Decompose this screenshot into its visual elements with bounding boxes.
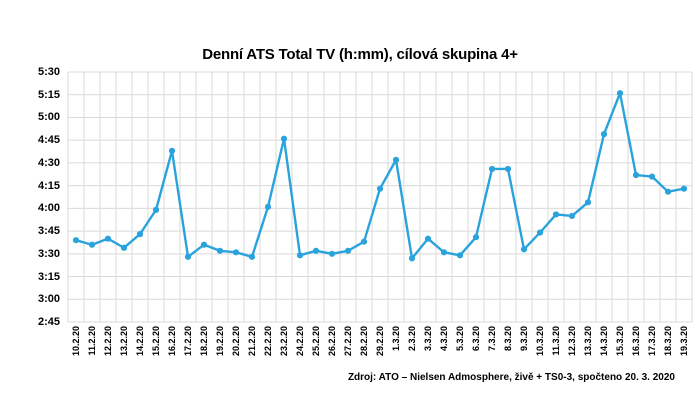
data-point-marker xyxy=(152,206,160,213)
data-point-marker xyxy=(328,250,336,257)
x-axis-tick-label: 11.2.20 xyxy=(87,326,97,356)
data-point-marker xyxy=(216,247,224,254)
x-axis-tick-label: 10.2.20 xyxy=(71,326,81,357)
x-axis-tick-label: 8.3.20 xyxy=(503,326,513,352)
y-axis-tick-label: 3:30 xyxy=(37,247,60,260)
data-point-marker xyxy=(136,231,144,238)
data-point-marker xyxy=(408,255,416,262)
data-point-marker xyxy=(392,156,400,163)
x-axis-tick-label: 14.3.20 xyxy=(599,326,609,357)
x-axis-tick-label: 14.2.20 xyxy=(135,326,145,357)
x-axis-tick-label: 17.3.20 xyxy=(647,326,657,357)
x-axis-tick-label: 20.2.20 xyxy=(231,326,241,357)
x-axis-tick-label: 24.2.20 xyxy=(295,326,305,357)
x-axis-tick-label: 12.3.20 xyxy=(567,326,577,357)
x-axis-tick-label: 1.3.20 xyxy=(391,326,401,352)
x-axis-tick-label: 18.3.20 xyxy=(663,326,673,357)
data-point-marker xyxy=(168,147,176,154)
x-axis-tick-label: 18.2.20 xyxy=(199,326,209,357)
x-axis-tick-label: 4.3.20 xyxy=(439,326,449,352)
y-axis-tick-label: 4:45 xyxy=(37,134,60,147)
x-axis-tick-label: 5.3.20 xyxy=(455,326,465,352)
data-point-marker xyxy=(584,199,592,206)
data-point-marker xyxy=(536,229,544,236)
chart-title: Denní ATS Total TV (h:mm), cílová skupin… xyxy=(202,46,518,63)
data-point-marker xyxy=(264,203,272,210)
y-axis-tick-label: 5:15 xyxy=(37,88,60,101)
y-axis-tick-label: 3:15 xyxy=(37,270,60,283)
data-point-marker xyxy=(376,185,384,192)
y-axis-tick-label: 5:30 xyxy=(37,66,60,78)
x-axis-tick-label: 13.2.20 xyxy=(119,326,129,357)
data-point-marker xyxy=(568,212,576,220)
x-axis-tick-label: 21.2.20 xyxy=(247,326,257,357)
x-axis-tick-label: 29.2.20 xyxy=(375,326,385,357)
data-point-marker xyxy=(552,211,560,218)
data-point-marker xyxy=(504,165,512,173)
x-axis-tick-label: 15.2.20 xyxy=(151,326,161,357)
x-axis-tick-label: 17.2.20 xyxy=(183,326,193,357)
x-axis-tick-label: 10.3.20 xyxy=(535,326,545,357)
data-point-marker xyxy=(344,247,352,254)
data-point-marker xyxy=(232,249,240,256)
x-axis-tick-label: 9.3.20 xyxy=(519,326,529,352)
x-axis-tick-label: 28.2.20 xyxy=(359,326,369,357)
x-axis-tick-label: 2.3.20 xyxy=(407,326,417,352)
y-axis-tick-label: 3:00 xyxy=(37,293,60,306)
data-point-marker xyxy=(280,135,288,142)
x-axis-tick-label: 23.2.20 xyxy=(279,326,289,357)
data-point-marker xyxy=(456,252,464,259)
data-point-marker xyxy=(520,246,528,253)
data-point-marker xyxy=(424,235,432,242)
data-point-marker xyxy=(200,241,208,248)
data-point-marker xyxy=(488,165,496,173)
x-axis-tick-label: 25.2.20 xyxy=(311,326,321,357)
x-axis-tick-label: 6.3.20 xyxy=(471,326,481,352)
x-axis-tick-label: 26.2.20 xyxy=(327,326,337,357)
x-axis-tick-label: 27.2.20 xyxy=(343,326,353,357)
x-axis-tick-label: 12.2.20 xyxy=(103,326,113,357)
x-axis-tick-label: 7.3.20 xyxy=(487,326,497,352)
data-point-marker xyxy=(360,238,368,245)
x-axis-tick-label: 19.3.20 xyxy=(679,326,689,357)
data-point-marker xyxy=(88,241,96,248)
x-axis-tick-label: 22.2.20 xyxy=(263,326,273,357)
data-point-marker xyxy=(104,235,112,242)
data-point-marker xyxy=(248,253,256,260)
y-axis-tick-label: 3:45 xyxy=(37,225,60,238)
data-point-marker xyxy=(120,244,128,251)
y-axis-tick-label: 2:45 xyxy=(37,316,60,328)
data-point-marker xyxy=(648,173,656,180)
data-line xyxy=(74,92,686,260)
x-axis-tick-label: 15.3.20 xyxy=(615,326,625,357)
data-point-marker xyxy=(472,234,480,241)
x-axis-tick-label: 13.3.20 xyxy=(583,326,593,357)
data-point-marker xyxy=(184,253,192,260)
data-point-marker xyxy=(600,131,608,138)
x-axis-tick-label: 16.3.20 xyxy=(631,326,641,357)
y-axis-tick-label: 4:15 xyxy=(37,179,60,192)
data-point-marker xyxy=(616,90,624,97)
x-axis-tick-label: 16.2.20 xyxy=(167,326,177,357)
source-note: Zdroj: ATO – Nielsen Admosphere, živě + … xyxy=(347,372,675,383)
x-axis-tick-label: 3.3.20 xyxy=(423,326,433,352)
data-point-marker xyxy=(664,188,672,195)
data-point-marker xyxy=(296,252,304,259)
x-axis-tick-label: 11.3.20 xyxy=(551,326,561,356)
y-axis-tick-label: 4:30 xyxy=(37,156,60,169)
data-point-marker xyxy=(440,249,448,256)
x-axis-tick-label: 19.2.20 xyxy=(215,326,225,357)
data-point-marker xyxy=(632,171,640,179)
data-point-marker xyxy=(312,247,320,254)
data-point-marker xyxy=(72,237,80,244)
y-axis-tick-label: 5:00 xyxy=(37,111,60,124)
y-axis-tick-label: 4:00 xyxy=(37,202,60,215)
data-point-marker xyxy=(680,185,688,192)
